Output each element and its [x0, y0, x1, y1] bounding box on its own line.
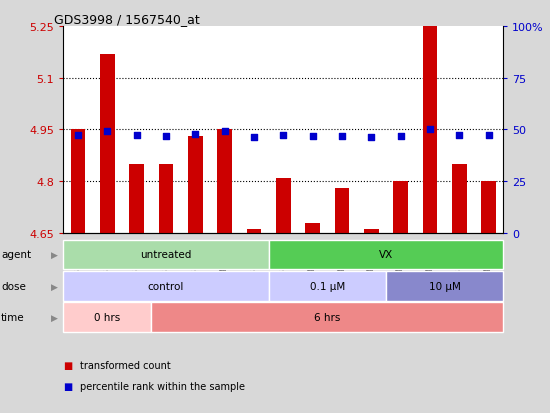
- Text: transformed count: transformed count: [80, 361, 170, 370]
- Point: [484, 132, 493, 139]
- Text: agent: agent: [1, 250, 31, 260]
- Point: [162, 133, 170, 140]
- Text: ■: ■: [63, 381, 73, 391]
- Text: ▶: ▶: [51, 313, 58, 322]
- Text: ▶: ▶: [51, 282, 58, 291]
- Point: [279, 133, 288, 139]
- Text: ▶: ▶: [51, 250, 58, 259]
- Point: [132, 132, 141, 139]
- Point: [396, 134, 405, 140]
- Text: VX: VX: [379, 250, 393, 260]
- Point: [220, 128, 229, 135]
- Point: [103, 128, 112, 135]
- Point: [426, 127, 434, 133]
- Text: GDS3998 / 1567540_at: GDS3998 / 1567540_at: [54, 13, 200, 26]
- Bar: [393, 182, 408, 233]
- Text: untreated: untreated: [140, 250, 191, 260]
- Point: [367, 134, 376, 140]
- Bar: [129, 164, 144, 233]
- Bar: [158, 164, 173, 233]
- Bar: [276, 178, 290, 233]
- Bar: [217, 130, 232, 233]
- Bar: [452, 164, 466, 233]
- Bar: [70, 130, 85, 233]
- Text: control: control: [148, 281, 184, 291]
- Bar: [481, 182, 496, 233]
- Bar: [422, 27, 437, 233]
- Bar: [100, 55, 114, 233]
- Point: [455, 132, 464, 139]
- Text: ■: ■: [63, 361, 73, 370]
- Point: [338, 134, 346, 140]
- Bar: [305, 223, 320, 233]
- Point: [74, 132, 82, 139]
- Text: 0.1 μM: 0.1 μM: [310, 281, 345, 291]
- Text: time: time: [1, 313, 25, 323]
- Text: 10 μM: 10 μM: [428, 281, 460, 291]
- Text: 6 hrs: 6 hrs: [314, 313, 340, 323]
- Bar: [334, 189, 349, 233]
- Text: percentile rank within the sample: percentile rank within the sample: [80, 381, 245, 391]
- Text: dose: dose: [1, 281, 26, 291]
- Point: [191, 132, 200, 138]
- Bar: [188, 137, 202, 233]
- Point: [308, 134, 317, 140]
- Text: 0 hrs: 0 hrs: [94, 313, 120, 323]
- Point: [250, 134, 258, 141]
- Bar: [364, 230, 378, 233]
- Bar: [246, 230, 261, 233]
